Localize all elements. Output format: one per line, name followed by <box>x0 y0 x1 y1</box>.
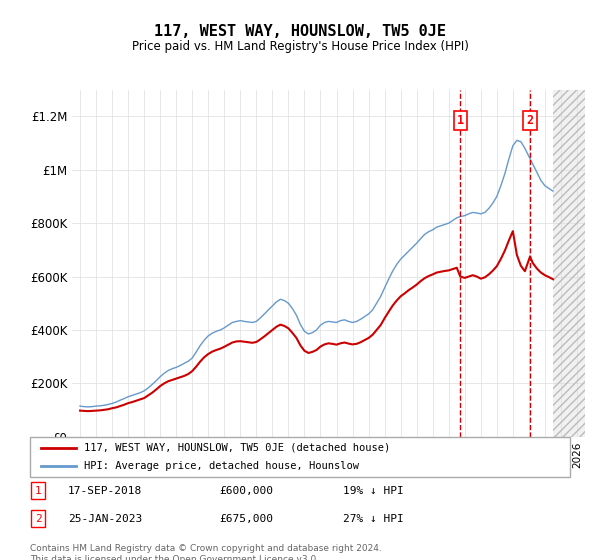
Text: Price paid vs. HM Land Registry's House Price Index (HPI): Price paid vs. HM Land Registry's House … <box>131 40 469 53</box>
Text: 117, WEST WAY, HOUNSLOW, TW5 0JE: 117, WEST WAY, HOUNSLOW, TW5 0JE <box>154 24 446 39</box>
Text: 19% ↓ HPI: 19% ↓ HPI <box>343 486 404 496</box>
Bar <box>553 90 585 437</box>
Text: 1: 1 <box>35 486 41 496</box>
Text: Contains HM Land Registry data © Crown copyright and database right 2024.
This d: Contains HM Land Registry data © Crown c… <box>30 544 382 560</box>
Text: 27% ↓ HPI: 27% ↓ HPI <box>343 514 404 524</box>
Text: 25-JAN-2023: 25-JAN-2023 <box>68 514 142 524</box>
Text: 17-SEP-2018: 17-SEP-2018 <box>68 486 142 496</box>
Text: £600,000: £600,000 <box>219 486 273 496</box>
Text: 117, WEST WAY, HOUNSLOW, TW5 0JE (detached house): 117, WEST WAY, HOUNSLOW, TW5 0JE (detach… <box>84 443 390 452</box>
Text: £675,000: £675,000 <box>219 514 273 524</box>
FancyBboxPatch shape <box>30 437 570 477</box>
Text: 1: 1 <box>457 114 464 127</box>
Bar <box>553 90 585 437</box>
Text: 2: 2 <box>526 114 533 127</box>
Text: HPI: Average price, detached house, Hounslow: HPI: Average price, detached house, Houn… <box>84 461 359 471</box>
Text: 2: 2 <box>35 514 41 524</box>
